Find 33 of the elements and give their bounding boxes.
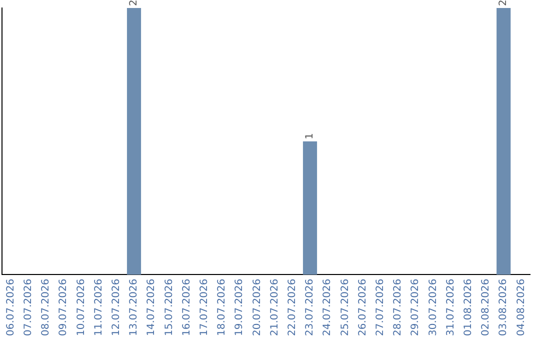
x-tick-label: 28.07.2026 <box>392 278 404 336</box>
x-tick-label: 27.07.2026 <box>374 278 386 336</box>
x-tick-label: 20.07.2026 <box>252 278 263 336</box>
x-tick-label: 14.07.2026 <box>146 278 158 336</box>
x-tick-label: 26.07.2026 <box>357 278 368 336</box>
x-tick-label: 16.07.2026 <box>181 278 192 336</box>
x-tick-label: 11.07.2026 <box>93 278 104 336</box>
x-tick-label: 03.08.2026 <box>498 278 510 336</box>
x-tick-label: 19.07.2026 <box>234 278 246 336</box>
x-tick-label: 31.07.2026 <box>445 278 456 336</box>
x-tick-label: 29.07.2026 <box>410 278 422 336</box>
x-tick-label: 21.07.2026 <box>269 278 280 336</box>
x-tick-label: 15.07.2026 <box>164 278 175 336</box>
data-label: 2 <box>128 0 140 6</box>
x-tick-label: 07.07.2026 <box>22 278 34 336</box>
x-tick-label: 30.07.2026 <box>428 278 439 336</box>
x-tick-label: 01.08.2026 <box>462 278 474 336</box>
x-tick-label: 23.07.2026 <box>304 278 316 336</box>
data-label: 1 <box>304 132 316 140</box>
x-tick-label: 04.08.2026 <box>516 278 527 336</box>
x-tick-label: 08.07.2026 <box>40 278 52 336</box>
x-tick-label: 12.07.2026 <box>110 278 122 336</box>
x-tick-label: 22.07.2026 <box>286 278 298 336</box>
x-tick-label: 06.07.2026 <box>5 278 16 336</box>
x-tick-label: 24.07.2026 <box>322 278 334 336</box>
x-tick-label: 02.08.2026 <box>480 278 492 336</box>
x-tick-label: 10.07.2026 <box>76 278 87 336</box>
x-tick-label: 18.07.2026 <box>216 278 228 336</box>
x-tick-label: 09.07.2026 <box>58 278 70 336</box>
x-tick-label: 13.07.2026 <box>128 278 140 336</box>
x-tick-label: 25.07.2026 <box>340 278 351 336</box>
x-tick-label: 17.07.2026 <box>198 278 210 336</box>
data-label: 2 <box>498 0 510 6</box>
